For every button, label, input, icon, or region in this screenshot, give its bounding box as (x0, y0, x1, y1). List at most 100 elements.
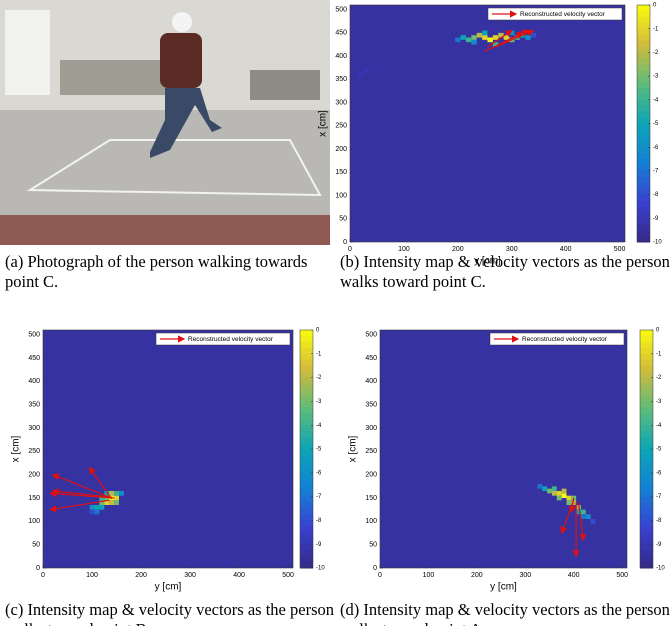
heat-cell (537, 484, 542, 489)
y-tick-label: 150 (28, 495, 40, 502)
colorbar-tick-label: -7 (653, 168, 659, 174)
colorbar-segment (637, 218, 650, 224)
colorbar-tick-label: -9 (316, 542, 322, 548)
colorbar-segment (637, 35, 650, 41)
colorbar-segment (640, 366, 653, 372)
y-tick-label: 500 (28, 332, 40, 339)
colorbar-segment (300, 497, 313, 503)
heat-cell (471, 40, 476, 45)
y-tick-label: 100 (365, 518, 377, 525)
heat-cell (466, 38, 471, 43)
x-axis-label: y [cm] (155, 582, 182, 593)
heat-cell (552, 491, 557, 496)
caption: (d) Intensity map & velocity vectors as … (340, 600, 671, 626)
colorbar-segment (300, 378, 313, 384)
heat-cell (557, 491, 562, 496)
colorbar-segment (300, 401, 313, 407)
colorbar-segment (640, 550, 653, 556)
x-tick-label: 400 (568, 572, 580, 579)
colorbar-segment (637, 52, 650, 58)
heat-cell (482, 35, 487, 40)
colorbar-segment (300, 360, 313, 366)
colorbar-segment (637, 124, 650, 130)
colorbar-segment (637, 46, 650, 52)
colorbar-segment (300, 491, 313, 497)
colorbar-segment (637, 165, 650, 171)
colorbar-segment (640, 342, 653, 348)
colorbar-segment (640, 425, 653, 431)
colorbar-segment (637, 29, 650, 35)
heat-cell (566, 500, 571, 505)
colorbar-tick-label: 0 (656, 328, 660, 334)
colorbar-segment (640, 360, 653, 366)
colorbar-segment (640, 467, 653, 473)
y-tick-label: 350 (365, 402, 377, 409)
colorbar-segment (640, 544, 653, 550)
colorbar-tick-label: -4 (656, 423, 662, 429)
colorbar-segment (637, 129, 650, 135)
colorbar-segment (300, 461, 313, 467)
colorbar-segment (300, 538, 313, 544)
colorbar-segment (300, 390, 313, 396)
colorbar-tick-label: -6 (316, 470, 322, 476)
colorbar-segment (637, 106, 650, 112)
colorbar-segment (637, 212, 650, 218)
y-tick-label: 300 (335, 99, 347, 106)
y-tick-label: 100 (335, 192, 347, 199)
colorbar-segment (637, 171, 650, 177)
colorbar-tick-label: -5 (653, 121, 659, 127)
colorbar-tick-label: -10 (653, 240, 662, 246)
x-tick-label: 200 (452, 246, 464, 253)
x-tick-label: 300 (519, 572, 531, 579)
heat-cell (114, 496, 119, 501)
colorbar-tick-label: -2 (656, 375, 662, 381)
colorbar-segment (300, 449, 313, 455)
x-tick-label: 100 (423, 572, 435, 579)
colorbar-segment (637, 23, 650, 29)
figure: (a) Photograph of the person walking tow… (0, 0, 671, 626)
heat-cell (488, 38, 493, 43)
heat-cell (455, 38, 460, 43)
y-tick-label: 0 (373, 565, 377, 572)
heat-cell (581, 510, 586, 515)
colorbar-segment (640, 562, 653, 568)
caption: (c) Intensity map & velocity vectors as … (5, 600, 340, 626)
colorbar-segment (637, 177, 650, 183)
colorbar-tick-label: -3 (653, 74, 659, 80)
y-tick-label: 150 (335, 169, 347, 176)
heat-cell (99, 505, 104, 510)
colorbar-segment (640, 556, 653, 562)
x-axis-label: y [cm] (474, 256, 501, 267)
colorbar-tick-label: -4 (653, 97, 659, 103)
colorbar-tick-label: -2 (316, 375, 322, 381)
colorbar-segment (640, 443, 653, 449)
colorbar-tick-label: -1 (653, 26, 659, 32)
colorbar-segment (300, 437, 313, 443)
x-tick-label: 300 (184, 572, 196, 579)
colorbar-segment (637, 112, 650, 118)
y-tick-label: 50 (369, 542, 377, 549)
colorbar-segment (637, 147, 650, 153)
colorbar-segment (300, 354, 313, 360)
colorbar-segment (300, 485, 313, 491)
colorbar-segment (637, 206, 650, 212)
heat-cell (114, 491, 119, 496)
y-tick-label: 50 (339, 216, 347, 223)
y-tick-label: 250 (28, 448, 40, 455)
x-tick-label: 200 (135, 572, 147, 579)
colorbar-segment (300, 443, 313, 449)
colorbar-tick-label: -2 (653, 50, 659, 56)
colorbar-segment (300, 473, 313, 479)
y-tick-label: 350 (28, 402, 40, 409)
colorbar-segment (637, 118, 650, 124)
y-tick-label: 450 (335, 30, 347, 37)
colorbar-segment (637, 64, 650, 70)
heat-cell (94, 505, 99, 510)
colorbar-segment (300, 556, 313, 562)
colorbar-segment (300, 407, 313, 413)
colorbar-segment (300, 372, 313, 378)
heat-cell (493, 35, 498, 40)
colorbar-tick-label: -6 (653, 145, 659, 151)
legend-label: Reconstructed velocity vector (188, 336, 274, 343)
y-tick-label: 400 (28, 378, 40, 385)
